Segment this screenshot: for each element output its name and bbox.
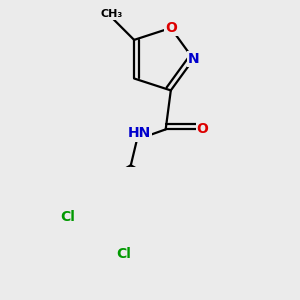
Text: HN: HN [128, 127, 151, 140]
Text: O: O [165, 21, 177, 35]
Text: Cl: Cl [61, 210, 75, 224]
Text: Cl: Cl [116, 248, 131, 262]
Text: N: N [188, 52, 199, 66]
Text: CH₃: CH₃ [100, 9, 123, 19]
Text: O: O [197, 122, 208, 136]
